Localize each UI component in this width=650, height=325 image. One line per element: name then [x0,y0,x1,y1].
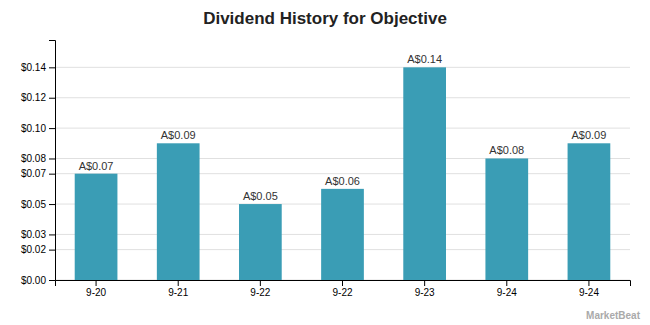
x-tick: 9-24 [579,280,599,298]
y-tick-mark [49,128,55,129]
y-tick-mark [49,204,55,205]
bar [403,67,446,280]
x-axis: 9-20 9-21 9-22 9-22 9-23 9-24 9-24 [56,280,631,298]
y-tick-mark [49,234,55,235]
plot-area: $0.00 $0.02 $0.03 $0.05 $0.07 $0.08 $0.10 $0.12… [21,41,631,299]
data-label: A$0.07 [79,160,114,172]
x-tick-label: 9-24 [497,287,517,298]
y-tick: $0.03 [21,229,55,240]
bar [568,143,611,280]
chart-container: $0.00 $0.02 $0.03 $0.05 $0.07 $0.08 $0.10 $0.12… [0,0,650,325]
x-tick: 9-20 [86,280,106,298]
y-tick: $0.12 [21,92,55,103]
bar [239,204,282,280]
data-label: A$0.14 [407,53,442,65]
y-tick: $0.02 [21,244,55,255]
x-tick-mark [588,280,589,286]
grid-line [55,97,630,98]
x-tick-mark [342,280,343,286]
grid-line [55,67,630,68]
y-tick-label: $0.05 [21,199,46,210]
x-tick: 9-22 [332,280,352,298]
chart-svg: $0.00 $0.02 $0.03 $0.05 $0.07 $0.08 $0.10 $0.12… [0,0,650,325]
x-tick-label: 9-20 [86,287,106,298]
x-tick: 9-23 [415,280,435,298]
y-tick-mark [49,280,55,281]
grid-line [55,158,630,159]
y-axis: $0.00 $0.02 $0.03 $0.05 $0.07 $0.08 $0.10 $0.12… [21,41,56,286]
y-tick-mark [49,250,55,251]
y-axis-line [49,41,56,281]
x-tick: 9-24 [497,280,517,298]
data-label: A$0.08 [489,144,524,156]
data-label: A$0.06 [325,175,360,187]
watermark: MarketBeat [586,310,641,321]
bar [157,143,200,280]
bar [321,189,364,280]
y-tick-label: $0.14 [21,62,46,73]
x-tick: 9-22 [250,280,270,298]
y-tick: $0.10 [21,123,55,134]
y-tick-label: $0.07 [21,168,46,179]
y-tick-label: $0.12 [21,92,46,103]
x-tick-mark [96,280,97,286]
y-tick: $0.05 [21,199,55,210]
x-axis-line [56,281,631,287]
bars [75,67,611,280]
y-tick: $0.08 [21,153,55,164]
y-tick-mark [49,174,55,175]
bar [485,158,528,280]
data-label: A$0.05 [243,190,278,202]
y-tick-label: $0.00 [21,275,46,286]
x-tick-mark [424,280,425,286]
y-tick: $0.00 [21,275,55,286]
data-label: A$0.09 [571,129,606,141]
x-tick-label: 9-22 [250,287,270,298]
x-tick-label: 9-23 [415,287,435,298]
y-tick-label: $0.10 [21,123,46,134]
y-tick-mark [49,98,55,99]
x-tick-mark [260,280,261,286]
y-tick-label: $0.03 [21,229,46,240]
y-tick-label: $0.02 [21,244,46,255]
x-tick-label: 9-24 [579,287,599,298]
y-tick-label: $0.08 [21,153,46,164]
bar [75,174,118,280]
data-labels: A$0.07 A$0.09 A$0.05 A$0.06 A$0.14 A$0.08 A$0.… [79,53,607,202]
y-tick: $0.07 [21,168,55,179]
data-label: A$0.09 [161,129,196,141]
y-tick: $0.14 [21,62,55,73]
y-tick-mark [49,67,55,68]
x-tick-label: 9-22 [332,287,352,298]
y-tick-mark [49,158,55,159]
x-tick-mark [178,280,179,286]
x-tick-mark [506,280,507,286]
grid-line [55,128,630,129]
title: Dividend History for Objective [203,9,447,28]
x-tick-label: 9-21 [168,287,188,298]
grid [55,67,630,280]
x-tick: 9-21 [168,280,188,298]
